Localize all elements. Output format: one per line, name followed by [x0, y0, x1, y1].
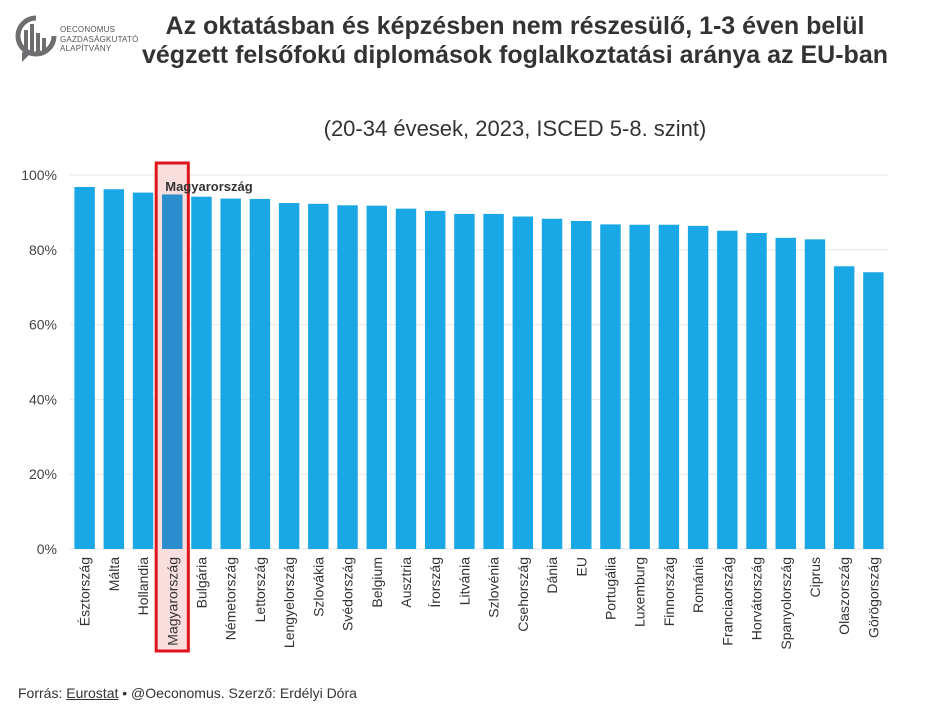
x-tick-label: Csehország	[515, 557, 531, 632]
x-tick-label: Hollandia	[135, 557, 151, 616]
bar	[278, 203, 300, 550]
bar	[687, 225, 709, 549]
bar	[132, 192, 154, 549]
x-tick-label: Svédország	[340, 557, 356, 631]
x-tick-label: Írország	[427, 557, 443, 608]
x-tick-label: Belgium	[369, 557, 385, 608]
bar	[833, 266, 855, 549]
logo-line-2: GAZDASÁGKUTATÓ	[60, 34, 139, 44]
highlight-box	[154, 161, 190, 653]
bar	[191, 196, 212, 549]
bar	[395, 208, 417, 549]
bar	[600, 224, 621, 550]
bar	[804, 239, 826, 549]
y-tick-label: 0%	[37, 541, 57, 557]
oeconomus-logo: OECONOMUS GAZDASÁGKUTATÓ ALAPÍTVÁNY	[14, 14, 154, 74]
x-tick-label: Ciprus	[807, 557, 823, 597]
x-tick-label: Lettország	[252, 557, 268, 622]
bar	[541, 218, 563, 549]
chart-title: Az oktatásban és képzésben nem részesülő…	[141, 12, 888, 69]
source-link-eurostat[interactable]: Eurostat	[66, 685, 119, 701]
x-tick-label: Németország	[223, 557, 239, 640]
source-prefix: Forrás:	[18, 685, 67, 701]
bar	[512, 216, 534, 549]
x-tick-label: Franciaország	[719, 557, 735, 646]
bar	[746, 232, 767, 549]
x-tick-label: Románia	[690, 557, 706, 613]
bar	[629, 224, 650, 549]
bar	[74, 186, 95, 549]
x-tick-label: Magyarország	[164, 557, 180, 646]
x-tick-label: Finnország	[661, 557, 677, 626]
highlight-label: Magyarország	[165, 179, 252, 194]
x-tick-label: Szlovákia	[310, 557, 326, 617]
x-tick-label: Olaszország	[836, 557, 852, 635]
x-tick-label: Lengyelország	[281, 557, 297, 648]
x-tick-label: EU	[573, 557, 589, 576]
bar	[571, 221, 592, 549]
x-tick-label: Szlovénia	[486, 557, 502, 618]
bar	[249, 198, 271, 549]
x-tick-label: Ausztria	[398, 557, 414, 608]
bar	[483, 213, 504, 549]
source-suffix: • @Oeconomus. Szerző: Erdélyi Dóra	[118, 685, 357, 701]
bar	[308, 203, 329, 549]
bar-chart: 0% 20% 40% 60% 80% 100% Észtország Málta Holland…	[21, 161, 888, 653]
logo-mark-icon	[15, 15, 57, 62]
y-tick-label: 80%	[29, 242, 57, 258]
source-line: Forrás: Eurostat • @Oeconomus. Szerző: E…	[18, 685, 357, 701]
x-tick-label: Portugália	[602, 557, 618, 620]
bar	[775, 237, 796, 549]
bar	[103, 189, 125, 549]
x-tick-label: Bulgária	[193, 557, 209, 609]
x-tick-label: Horvátország	[749, 557, 765, 640]
chart-subtitle: (20-34 évesek, 2023, ISCED 5-8. szint)	[323, 116, 707, 141]
bar	[162, 194, 183, 549]
logo-text: OECONOMUS GAZDASÁGKUTATÓ ALAPÍTVÁNY	[60, 25, 139, 54]
logo-line-1: OECONOMUS	[60, 25, 116, 34]
bar	[366, 205, 387, 549]
y-tick-label: 100%	[21, 167, 57, 183]
y-tick-label: 20%	[29, 466, 57, 482]
x-tick-label: Luxemburg	[632, 557, 648, 627]
bar	[220, 198, 241, 549]
x-tick-label: Litvánia	[456, 557, 472, 605]
bar	[717, 230, 738, 549]
x-tick-label: Görögország	[865, 557, 881, 638]
x-tick-label: Málta	[106, 557, 122, 591]
bar	[337, 205, 358, 549]
y-tick-label: 40%	[29, 391, 57, 407]
bar	[454, 213, 475, 549]
y-tick-label: 60%	[29, 317, 57, 333]
logo-line-3: ALAPÍTVÁNY	[60, 44, 112, 53]
x-tick-label: Spanyolország	[778, 557, 794, 650]
bar	[863, 272, 884, 549]
x-tick-label: Észtország	[77, 557, 93, 626]
bar	[658, 224, 680, 549]
bar	[424, 210, 446, 549]
x-tick-label: Dánia	[544, 557, 560, 594]
